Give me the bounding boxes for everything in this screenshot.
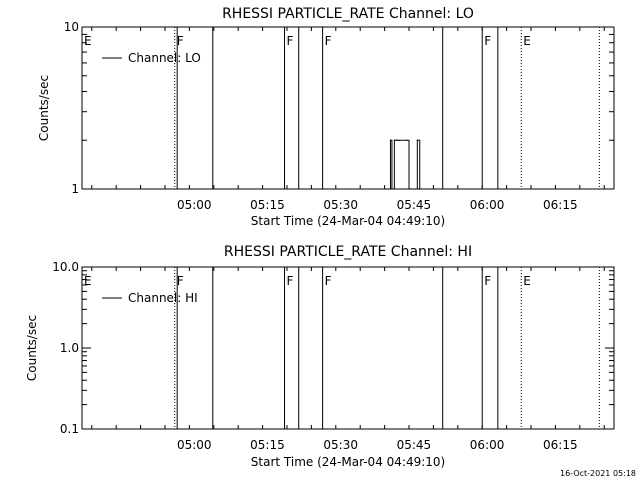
flag-label: F [325, 274, 332, 288]
y-tick-label: 1 [71, 182, 79, 196]
data-point [392, 188, 394, 190]
y-tick-label: 1.0 [60, 341, 79, 355]
data-point [396, 139, 398, 141]
flag-label: F [287, 274, 294, 288]
data-point [398, 139, 400, 141]
data-point [419, 188, 421, 190]
panel-lo-channel: RHESSI PARTICLE_RATE Channel: LO Start Ti… [37, 6, 615, 228]
y-tick-label: 0.1 [60, 422, 79, 436]
data-point [391, 188, 393, 190]
flag-label: F [287, 34, 294, 48]
x-tick-label: 06:00 [470, 438, 505, 452]
x-tick-label: 05:30 [323, 438, 358, 452]
chart-title: RHESSI PARTICLE_RATE Channel: LO [222, 6, 474, 22]
y-axis-label: Counts/sec [37, 75, 51, 141]
x-tick-label: 06:00 [470, 198, 505, 212]
data-point [408, 188, 410, 190]
legend-label: Channel: LO [128, 51, 201, 65]
x-tick-label: 06:15 [543, 198, 578, 212]
panel-hi-channel: RHESSI PARTICLE_RATE Channel: HI Start Ti… [25, 244, 615, 469]
x-tick-label: 05:15 [250, 198, 285, 212]
chart-title: RHESSI PARTICLE_RATE Channel: HI [224, 244, 472, 260]
legend-label: Channel: HI [128, 291, 198, 305]
footer-timestamp: 16-Oct-2021 05:18 [560, 469, 636, 478]
y-tick-label: 10 [64, 20, 79, 34]
flag-label: F [177, 34, 184, 48]
data-point [416, 139, 418, 141]
y-axis-label: Counts/sec [25, 315, 39, 381]
flag-label: E [84, 34, 92, 48]
x-axis-label: Start Time (24-Mar-04 04:49:10) [251, 455, 445, 469]
data-point [414, 188, 416, 190]
flag-label: E [523, 34, 531, 48]
data-point [389, 139, 392, 141]
data-point [406, 139, 408, 141]
plot-frame [81, 26, 615, 190]
flag-label: F [177, 274, 184, 288]
data-point [421, 188, 423, 190]
flag-label: E [84, 274, 92, 288]
data-point [393, 139, 395, 141]
x-tick-label: 05:30 [323, 198, 358, 212]
x-axis-label: Start Time (24-Mar-04 04:49:10) [251, 214, 445, 228]
flag-label: F [484, 274, 491, 288]
data-point [410, 188, 412, 190]
x-tick-label: 05:15 [250, 438, 285, 452]
data-point [412, 188, 414, 190]
x-tick-label: 05:45 [397, 198, 432, 212]
data-point [395, 139, 397, 141]
flag-label: E [523, 274, 531, 288]
data-point [387, 188, 390, 190]
series-line [388, 139, 422, 190]
y-tick-label: 10.0 [52, 260, 79, 274]
flag-label: F [325, 34, 332, 48]
x-tick-label: 05:00 [177, 438, 212, 452]
x-tick-label: 05:00 [177, 198, 212, 212]
x-tick-label: 06:15 [543, 438, 578, 452]
flag-label: F [484, 34, 491, 48]
x-tick-label: 05:45 [397, 438, 432, 452]
